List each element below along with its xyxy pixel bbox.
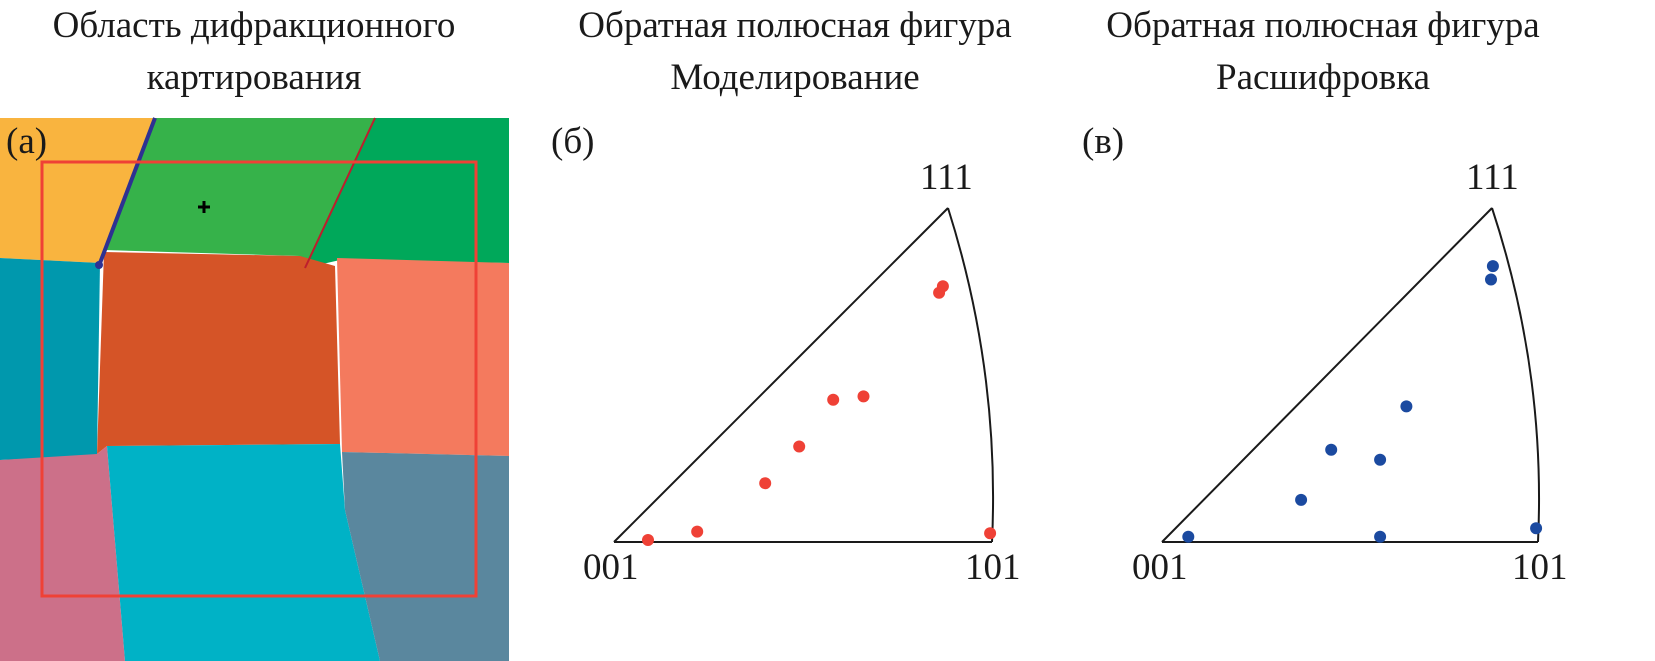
panel-a-title: Область дифракционного картирования [0, 0, 508, 104]
panel-a-title-line-2: картирования [146, 57, 362, 98]
panel-c-title-line-2: Расшифровка [1216, 57, 1430, 98]
panel-c-title: Обратная полюсная фигура Расшифровка [1076, 0, 1570, 104]
orientation-map [0, 117, 509, 661]
pole-label-101: 101 [1512, 547, 1568, 588]
data-point [691, 525, 704, 538]
grain-salmon [337, 258, 509, 456]
data-point [1374, 530, 1387, 543]
data-point [1530, 522, 1543, 535]
pole-label-001: 001 [1132, 547, 1188, 588]
grain-boundary-junction [95, 261, 103, 269]
grain-orange-red [97, 252, 340, 454]
pole-label-001: 001 [583, 547, 639, 588]
ipf-arc-101-111 [1491, 207, 1540, 543]
data-point [642, 534, 654, 546]
grain-slate-blue [342, 452, 509, 661]
data-point [1295, 493, 1308, 506]
grain-teal [0, 258, 100, 460]
pole-label-111: 111 [1466, 157, 1519, 198]
data-point [1485, 273, 1497, 286]
pole-label-101: 101 [965, 547, 1021, 588]
ipf-edge-001-111 [1161, 207, 1493, 543]
grain-pink [0, 446, 125, 661]
data-point [857, 390, 870, 403]
plus-marker-icon [198, 201, 210, 213]
data-point [1374, 453, 1387, 466]
data-point [793, 440, 806, 453]
panel-c-label: (в) [1082, 121, 1125, 162]
grain-cyan [107, 444, 380, 661]
panel-c-title-line-1: Обратная полюсная фигура [1106, 5, 1540, 46]
data-point [933, 286, 946, 299]
grain-dark-green [305, 118, 509, 268]
data-point [984, 527, 997, 540]
data-points [642, 280, 997, 546]
panel-a-title-line-1: Область дифракционного [52, 5, 456, 46]
panel-b-title-line-2: Моделирование [670, 57, 920, 98]
grain-boundary-dark [98, 117, 157, 264]
panel-b-title: Обратная полюсная фигура Моделирование [548, 0, 1042, 104]
data-point [1400, 400, 1413, 413]
data-point [827, 393, 840, 406]
grain-yellow [0, 118, 155, 263]
ipf-edge-001-111 [613, 207, 949, 543]
data-points [1182, 260, 1543, 543]
data-point [1182, 530, 1195, 543]
panel-b-title-line-1: Обратная полюсная фигура [578, 5, 1012, 46]
data-point [1325, 443, 1338, 456]
grain-boundary-red [304, 117, 376, 269]
pole-label-111: 111 [920, 157, 973, 198]
data-point [1486, 260, 1499, 273]
ipf-arc-101-111 [947, 207, 995, 543]
mapping-area-frame [40, 160, 478, 598]
grain-green [104, 118, 375, 268]
panel-b-label: (б) [551, 121, 595, 162]
data-point [759, 477, 772, 490]
panel-a-label: (а) [6, 121, 48, 162]
